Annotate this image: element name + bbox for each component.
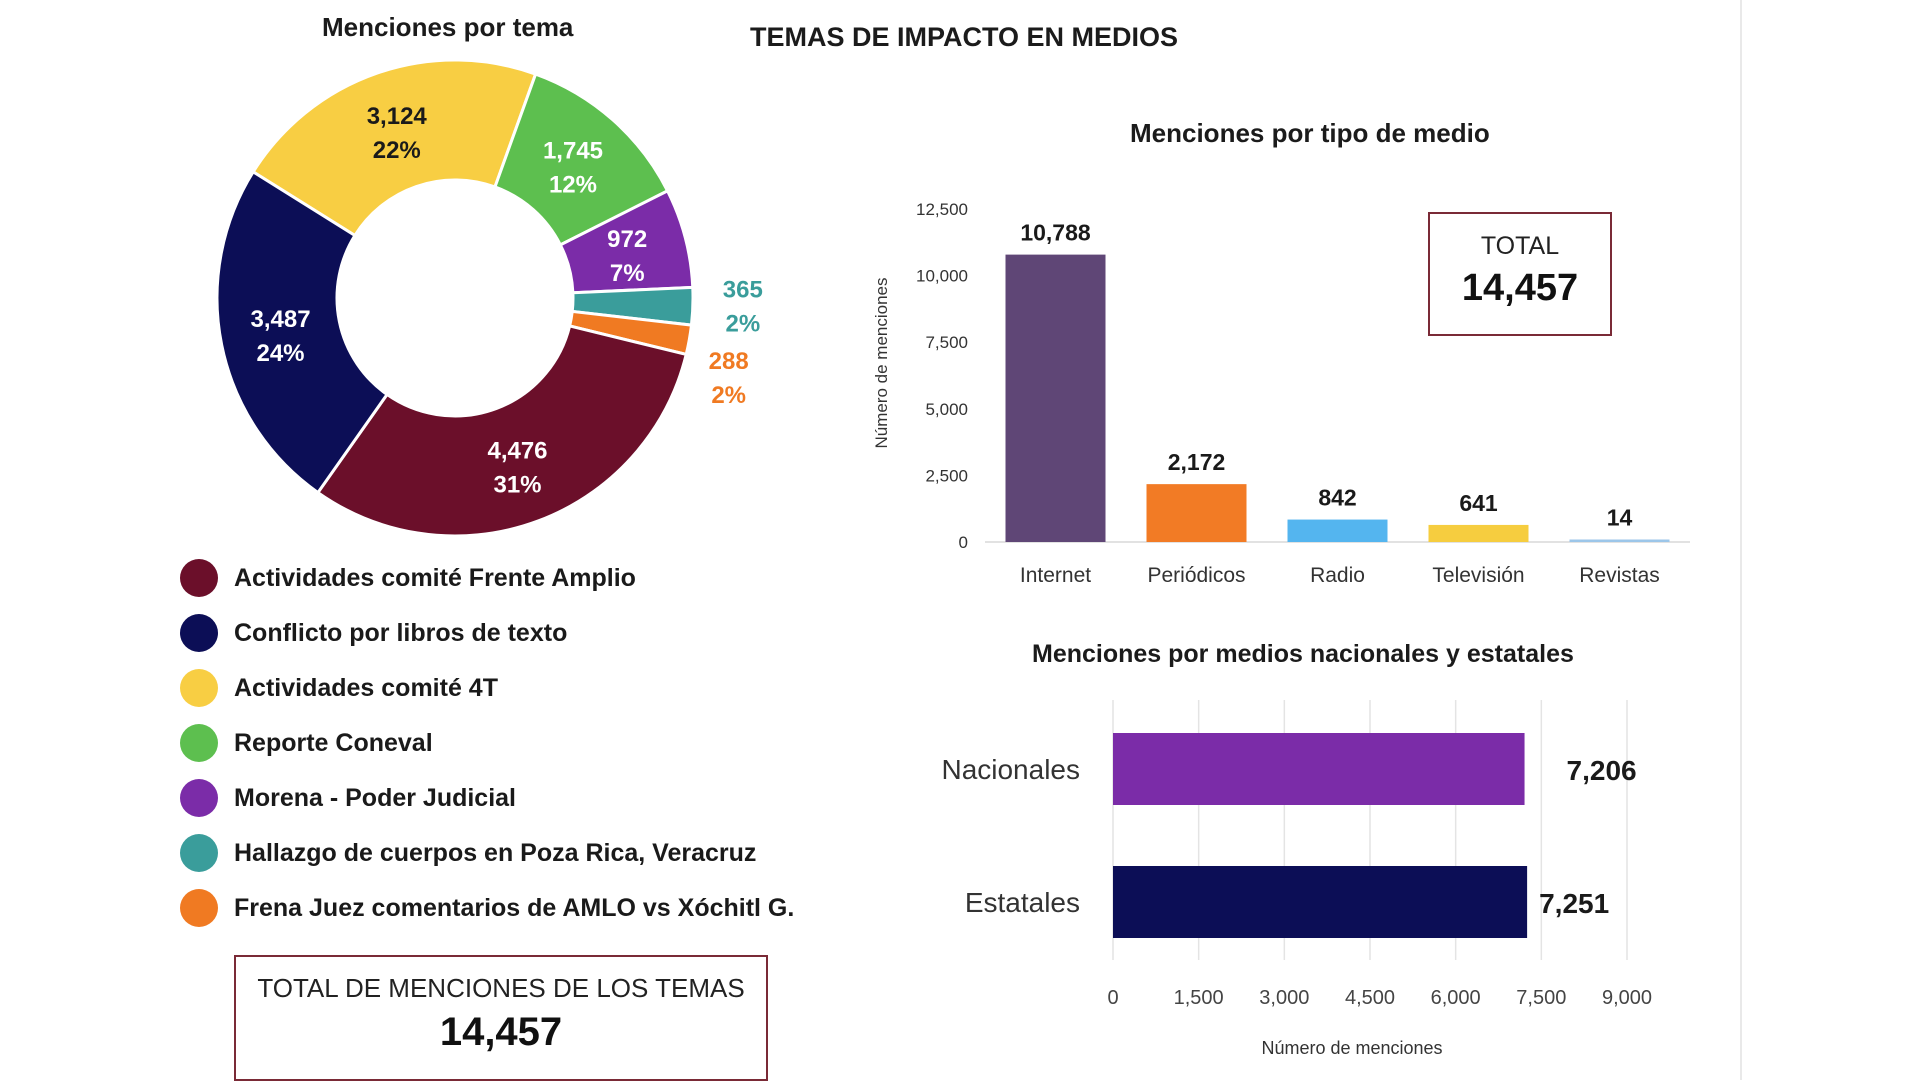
legend-label: Actividades comité Frente Amplio bbox=[234, 563, 636, 592]
legend-color-dot bbox=[180, 559, 218, 597]
media-bar-value-label: 641 bbox=[1459, 490, 1498, 516]
legend-label: Reporte Coneval bbox=[234, 728, 433, 757]
donut-value-label: 3,124 bbox=[367, 103, 428, 130]
media-bar bbox=[1569, 539, 1670, 542]
x-tick-label: 1,500 bbox=[1174, 987, 1224, 1009]
y-axis-label: Número de menciones bbox=[872, 277, 891, 448]
legend-label: Frena Juez comentarios de AMLO vs Xóchit… bbox=[234, 893, 795, 922]
region-bar bbox=[1113, 733, 1525, 805]
media-bar bbox=[1428, 524, 1529, 542]
media-type-bar-chart: 0 2,500 5,000 7,500 10,000 12,500 Número de me… bbox=[872, 200, 1690, 587]
topics-total-caption: TOTAL DE MENCIONES DE LOS TEMAS bbox=[257, 973, 745, 1003]
donut-chart: 3,124 22% 1,745 12% 972 7% 365 2% 288 2% 4,476 31% 3… bbox=[215, 58, 763, 538]
x-tick-label: 3,000 bbox=[1259, 987, 1309, 1009]
donut-percent-label: 7% bbox=[610, 260, 645, 287]
legend-color-dot bbox=[180, 614, 218, 652]
media-total-value: 14,457 bbox=[1461, 267, 1579, 309]
donut-value-label: 1,745 bbox=[543, 138, 603, 165]
legend-label: Morena - Poder Judicial bbox=[234, 783, 517, 812]
topics-total-box: TOTAL DE MENCIONES DE LOS TEMAS 14,457 bbox=[234, 955, 768, 1081]
media-category-label: Televisión bbox=[1432, 564, 1524, 587]
legend-color-dot bbox=[180, 669, 218, 707]
legend-label: Actividades comité 4T bbox=[234, 673, 498, 702]
region-bar-value-label: 7,206 bbox=[1567, 755, 1637, 786]
donut-value-label: 3,487 bbox=[250, 306, 310, 333]
legend-item: Conflicto por libros de texto bbox=[180, 613, 567, 653]
x-tick-label: 7,500 bbox=[1516, 987, 1566, 1009]
donut-slice bbox=[251, 58, 538, 238]
topics-total-value: 14,457 bbox=[439, 1010, 563, 1054]
x-tick-label: 0 bbox=[1107, 987, 1118, 1009]
donut-slice bbox=[315, 324, 689, 538]
donut-value-label: 365 bbox=[723, 277, 763, 304]
donut-percent-label: 12% bbox=[549, 172, 597, 199]
legend-color-dot bbox=[180, 889, 218, 927]
x-tick-label: 4,500 bbox=[1345, 987, 1395, 1009]
legend-item: Hallazgo de cuerpos en Poza Rica, Veracr… bbox=[180, 833, 756, 873]
media-bar-value-label: 10,788 bbox=[1020, 220, 1091, 246]
media-type-chart-title: Menciones por tipo de medio bbox=[1130, 118, 1490, 148]
x-tick-label: 9,000 bbox=[1602, 987, 1652, 1009]
y-tick-label: 10,000 bbox=[916, 267, 968, 286]
region-category-label: Estatales bbox=[965, 887, 1080, 918]
media-category-label: Revistas bbox=[1579, 564, 1660, 587]
donut-slice bbox=[215, 169, 390, 495]
legend-item: Reporte Coneval bbox=[180, 723, 433, 763]
donut-value-label: 972 bbox=[607, 226, 647, 253]
media-bar-value-label: 842 bbox=[1318, 485, 1356, 511]
donut-percent-label: 2% bbox=[711, 382, 746, 409]
donut-value-label: 288 bbox=[709, 348, 749, 375]
legend-label: Conflicto por libros de texto bbox=[234, 618, 568, 647]
donut-slice bbox=[493, 72, 670, 247]
media-bar-value-label: 14 bbox=[1607, 505, 1633, 531]
y-tick-label: 7,500 bbox=[925, 333, 968, 352]
media-bar bbox=[1005, 254, 1106, 543]
media-category-label: Internet bbox=[1020, 564, 1091, 587]
legend-item: Frena Juez comentarios de AMLO vs Xóchit… bbox=[180, 888, 794, 928]
donut-value-label: 4,476 bbox=[487, 438, 547, 465]
y-tick-label: 12,500 bbox=[916, 200, 968, 219]
y-tick-label: 5,000 bbox=[925, 400, 968, 419]
y-tick-label: 0 bbox=[959, 533, 968, 552]
media-category-label: Periódicos bbox=[1147, 564, 1245, 587]
x-axis-label: Número de menciones bbox=[1261, 1038, 1442, 1058]
page-right-divider bbox=[1740, 0, 1742, 1080]
media-category-label: Radio bbox=[1310, 564, 1365, 587]
y-tick-label: 2,500 bbox=[925, 466, 968, 485]
legend-color-dot bbox=[180, 724, 218, 762]
region-bar bbox=[1113, 866, 1528, 938]
donut-percent-label: 24% bbox=[256, 340, 304, 367]
media-total-caption: TOTAL bbox=[1480, 232, 1560, 260]
legend-item: Actividades comité 4T bbox=[180, 668, 498, 708]
x-tick-label: 6,000 bbox=[1431, 987, 1481, 1009]
donut-percent-label: 31% bbox=[493, 472, 541, 499]
donut-chart-title: Menciones por tema bbox=[322, 12, 574, 42]
national-state-chart-title: Menciones por medios nacionales y estata… bbox=[1032, 640, 1574, 668]
legend-item: Actividades comité Frente Amplio bbox=[180, 558, 636, 598]
legend-item: Morena - Poder Judicial bbox=[180, 778, 516, 818]
donut-percent-label: 2% bbox=[725, 311, 760, 338]
page-title: TEMAS DE IMPACTO EN MEDIOS bbox=[750, 22, 1179, 52]
legend-label: Hallazgo de cuerpos en Poza Rica, Veracr… bbox=[234, 838, 757, 867]
legend-color-dot bbox=[180, 834, 218, 872]
media-bar-value-label: 2,172 bbox=[1168, 449, 1226, 475]
legend-color-dot bbox=[180, 779, 218, 817]
media-bar bbox=[1287, 519, 1388, 542]
donut-percent-label: 22% bbox=[373, 137, 421, 164]
region-bar-value-label: 7,251 bbox=[1539, 888, 1609, 919]
region-category-label: Nacionales bbox=[941, 754, 1080, 785]
media-bar bbox=[1146, 484, 1247, 542]
media-total-box: TOTAL 14,457 bbox=[1428, 212, 1612, 336]
